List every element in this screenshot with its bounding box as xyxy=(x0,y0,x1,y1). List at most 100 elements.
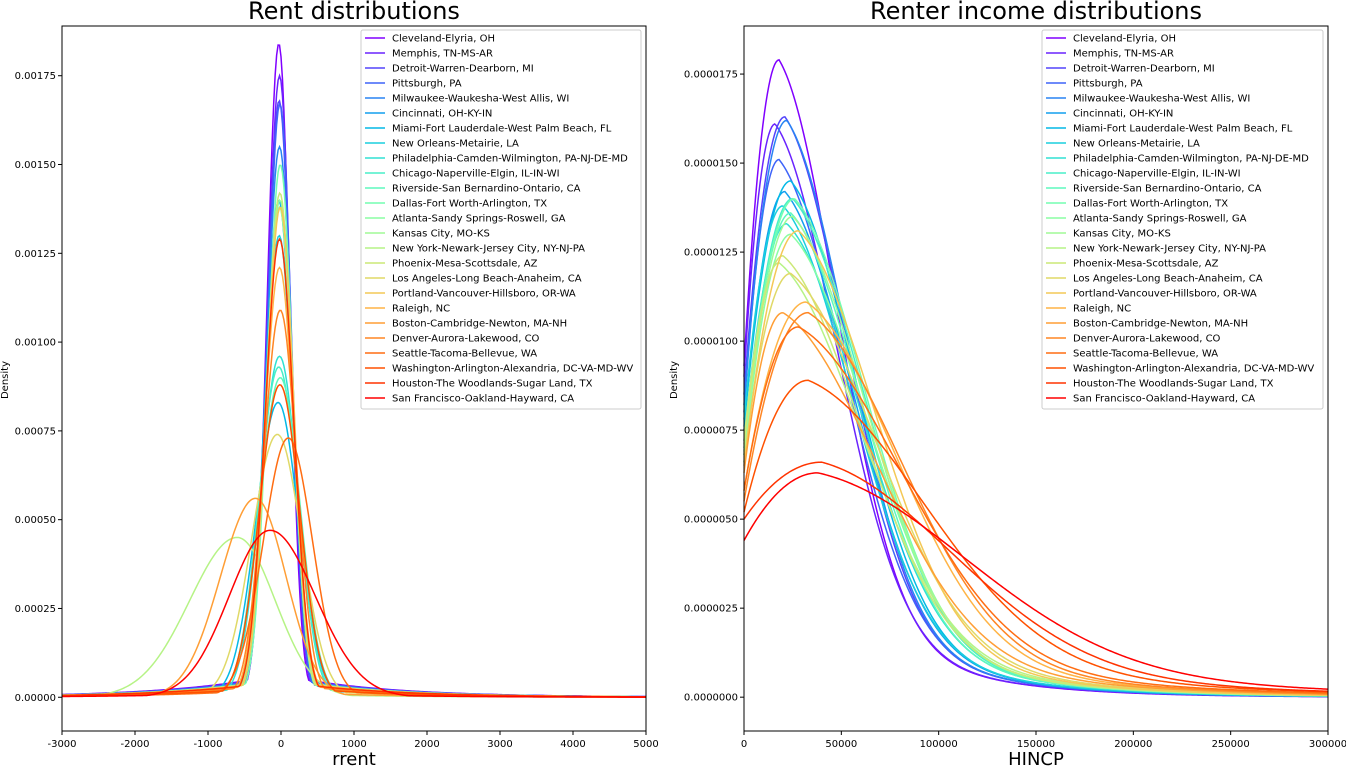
y-tick-label: 0.0000000 xyxy=(684,693,738,704)
x-tick-label: 2000 xyxy=(414,739,439,750)
x-tick-label: 0 xyxy=(278,739,284,750)
legend-label: Cleveland-Elyria, OH xyxy=(392,34,495,45)
chart-title: Rent distributions xyxy=(248,0,460,25)
legend-label: Milwaukee-Waukesha-West Allis, WI xyxy=(1073,94,1250,105)
x-tick-label: 3000 xyxy=(487,739,512,750)
legend-label: Detroit-Warren-Dearborn, MI xyxy=(392,64,534,75)
chart-title: Renter income distributions xyxy=(870,0,1202,25)
legend-label: Memphis, TN-MS-AR xyxy=(392,49,493,60)
x-tick-label: -3000 xyxy=(47,739,76,750)
legend-label: Miami-Fort Lauderdale-West Palm Beach, F… xyxy=(392,124,612,135)
x-tick-label: 200000 xyxy=(1114,739,1152,750)
series-line xyxy=(61,437,647,698)
legend-label: Boston-Cambridge-Newton, MA-NH xyxy=(1073,319,1248,330)
rent-chart: Rent distributions -3000 -2000 -1000 0 1000 2… xyxy=(0,0,659,770)
legend-label: San Francisco-Oakland-Hayward, CA xyxy=(392,394,574,405)
legend-label: Kansas City, MO-KS xyxy=(392,229,490,240)
legend-label: Denver-Aurora-Lakewood, CO xyxy=(1073,334,1221,345)
legend-label: Riverside-San Bernardino-Ontario, CA xyxy=(1073,184,1262,195)
x-tick-label: 5000 xyxy=(633,739,658,750)
legend: Cleveland-Elyria, OH Memphis, TN-MS-AR Det… xyxy=(1041,29,1324,410)
legend-label: Cincinnati, OH-KY-IN xyxy=(1073,109,1173,120)
y-ticks: 0.0000000 0.0000025 0.0000050 0.0000075 0.00… xyxy=(684,70,744,704)
x-ticks: 0 50000 100000 150000 200000 250000 300000 xyxy=(741,731,1346,750)
legend-label: Memphis, TN-MS-AR xyxy=(1073,49,1174,60)
series-line xyxy=(61,366,646,698)
legend-label: Los Angeles-Long Beach-Anaheim, CA xyxy=(392,274,582,285)
series-line xyxy=(61,377,647,698)
legend-label: New Orleans-Metairie, LA xyxy=(392,139,519,150)
legend-label: Los Angeles-Long Beach-Anaheim, CA xyxy=(1073,274,1263,285)
y-tick-label: 0.0000175 xyxy=(684,70,738,81)
series-line xyxy=(743,461,1329,692)
y-tick-label: 0.0000100 xyxy=(684,337,738,348)
x-tick-label: 300000 xyxy=(1309,739,1346,750)
legend-label: Kansas City, MO-KS xyxy=(1073,229,1171,240)
legend-label: Milwaukee-Waukesha-West Allis, WI xyxy=(392,94,569,105)
y-tick-label: 0.0000150 xyxy=(684,159,738,170)
legend-label: Washington-Arlington-Alexandria, DC-VA-M… xyxy=(1073,364,1314,375)
series-line xyxy=(743,379,1329,693)
series-line xyxy=(61,536,646,698)
legend-label: San Francisco-Oakland-Hayward, CA xyxy=(1073,394,1255,405)
legend-label: Detroit-Warren-Dearborn, MI xyxy=(1073,64,1215,75)
legend-label: Cleveland-Elyria, OH xyxy=(1073,34,1176,45)
y-ticks: 0.00000 0.00025 0.00050 0.00075 0.00100 0.001… xyxy=(15,71,62,704)
series-line xyxy=(61,383,647,698)
legend-label: Cincinnati, OH-KY-IN xyxy=(392,109,492,120)
x-tick-label: 4000 xyxy=(560,739,585,750)
y-tick-label: 0.00100 xyxy=(15,338,56,349)
legend-label: Chicago-Naperville-Elgin, IL-IN-WI xyxy=(392,169,560,180)
series-line xyxy=(743,311,1329,695)
y-tick-label: 0.00125 xyxy=(15,249,56,260)
legend-box xyxy=(1041,29,1324,410)
y-tick-label: 0.00175 xyxy=(15,71,56,82)
x-axis-label: rrent xyxy=(332,749,376,770)
x-tick-label: 250000 xyxy=(1212,739,1250,750)
y-tick-label: 0.0000075 xyxy=(684,426,738,437)
plot-lines xyxy=(61,44,647,698)
legend-label: Raleigh, NC xyxy=(392,304,450,315)
legend: Cleveland-Elyria, OH Memphis, TN-MS-AR Det… xyxy=(360,29,642,410)
x-tick-label: -1000 xyxy=(193,739,222,750)
x-axis-label: HINCP xyxy=(1008,749,1064,770)
legend-label: Atlanta-Sandy Springs-Roswell, GA xyxy=(1073,214,1247,225)
series-line xyxy=(61,529,646,698)
legend-label: Portland-Vancouver-Hillsboro, OR-WA xyxy=(392,289,576,300)
legend-label: Riverside-San Bernardino-Ontario, CA xyxy=(392,184,581,195)
legend-label: Dallas-Fort Worth-Arlington, TX xyxy=(1073,199,1228,210)
series-line xyxy=(61,401,647,698)
legend-label: Seattle-Tacoma-Bellevue, WA xyxy=(1073,349,1218,360)
legend-label: Atlanta-Sandy Springs-Roswell, GA xyxy=(392,214,566,225)
x-ticks: -3000 -2000 -1000 0 1000 2000 3000 4000 5000 xyxy=(47,731,659,750)
legend-label: Portland-Vancouver-Hillsboro, OR-WA xyxy=(1073,289,1257,300)
legend-box xyxy=(360,29,642,410)
legend-label: Denver-Aurora-Lakewood, CO xyxy=(392,334,540,345)
y-tick-label: 0.00150 xyxy=(15,160,56,171)
legend-label: Philadelphia-Camden-Wilmington, PA-NJ-DE… xyxy=(392,154,628,165)
legend-label: Chicago-Naperville-Elgin, IL-IN-WI xyxy=(1073,169,1241,180)
legend-label: Pittsburgh, PA xyxy=(392,79,462,90)
series-line xyxy=(743,326,1329,694)
legend-label: Pittsburgh, PA xyxy=(1073,79,1143,90)
series-line xyxy=(743,229,1329,697)
legend-label: Washington-Arlington-Alexandria, DC-VA-M… xyxy=(392,364,633,375)
y-tick-label: 0.00050 xyxy=(15,515,56,526)
legend-label: Raleigh, NC xyxy=(1073,304,1131,315)
y-tick-label: 0.0000050 xyxy=(684,515,738,526)
income-chart: Renter income distributions 0 50000 100000… xyxy=(669,0,1346,770)
legend-label: Seattle-Tacoma-Bellevue, WA xyxy=(392,349,537,360)
y-tick-label: 0.0000025 xyxy=(684,604,738,615)
legend-label: Boston-Cambridge-Newton, MA-NH xyxy=(392,319,567,330)
legend-label: Dallas-Fort Worth-Arlington, TX xyxy=(392,199,547,210)
x-tick-label: 0 xyxy=(741,739,747,750)
legend-label: Houston-The Woodlands-Sugar Land, TX xyxy=(392,379,593,390)
x-tick-label: 1000 xyxy=(341,739,366,750)
x-tick-label: 100000 xyxy=(920,739,958,750)
y-tick-label: 0.0000125 xyxy=(684,248,738,259)
legend-label: Miami-Fort Lauderdale-West Palm Beach, F… xyxy=(1073,124,1293,135)
legend-label: Philadelphia-Camden-Wilmington, PA-NJ-DE… xyxy=(1073,154,1309,165)
y-tick-label: 0.00075 xyxy=(15,426,56,437)
